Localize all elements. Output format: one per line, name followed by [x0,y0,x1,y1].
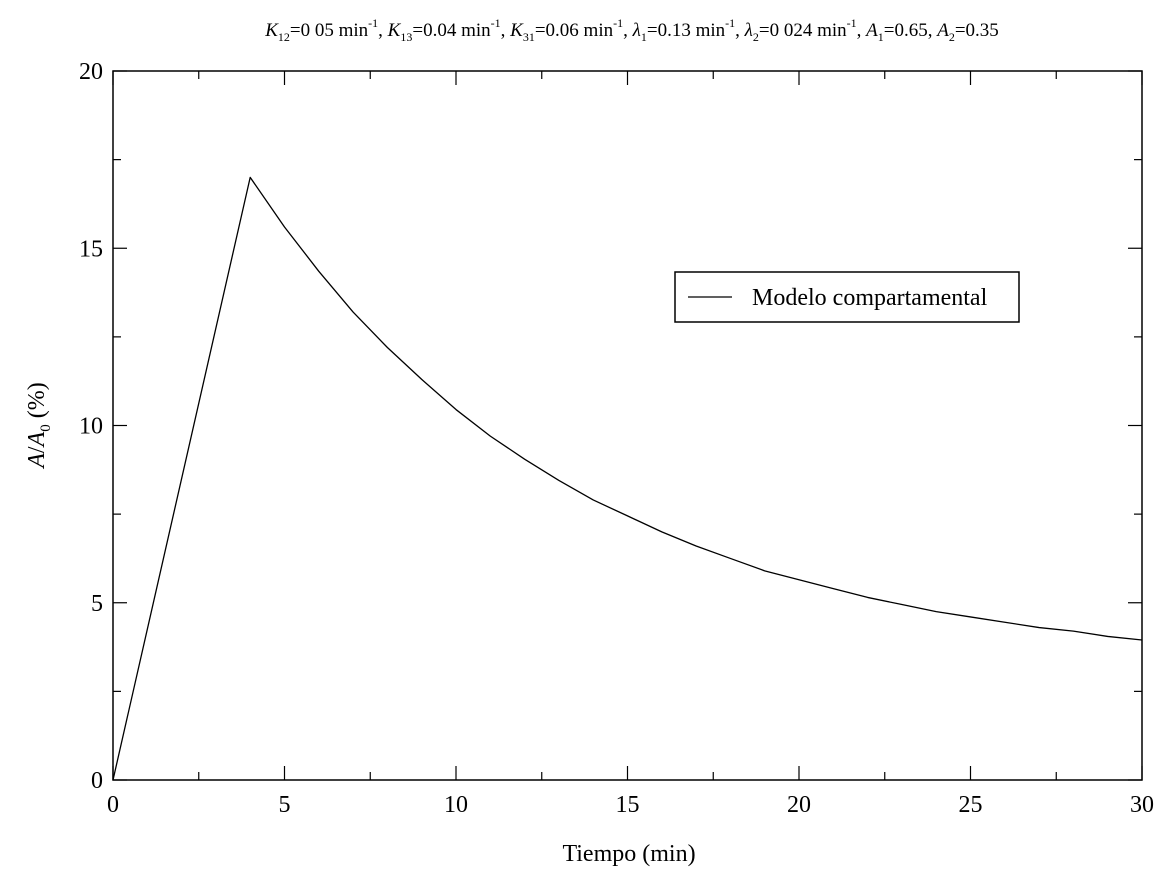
x-tick-label: 0 [107,792,119,818]
x-tick-label: 10 [444,792,468,818]
y-tick-label: 20 [79,59,103,85]
series-group [112,176,1143,781]
y-tick-label: 0 [91,768,103,794]
y-tick-label: 10 [79,414,103,440]
x-tick-labels: 0 5 10 15 20 25 30 [107,792,1154,818]
x-tick-label: 15 [616,792,640,818]
x-tick-label: 30 [1130,792,1154,818]
y-tick-label: 15 [79,236,103,262]
x-tick-label: 5 [279,792,291,818]
y-axis-label: A/A0 (%) [24,382,54,470]
y-tick-label: 5 [91,591,103,617]
legend: Modelo compartamental [674,271,1020,323]
chart-title: K12=0 05 min-1, K13=0.04 min-1, K31=0.06… [264,16,999,44]
series-line-0 [112,176,1143,781]
y-tick-labels: 0 5 10 15 20 [79,59,103,794]
legend-label: Modelo compartamental [752,285,988,311]
tick-marks [112,70,1143,781]
x-tick-label: 20 [787,792,811,818]
x-axis-label: Tiempo (min) [562,841,695,867]
plot-frame [112,70,1143,781]
legend-box [674,271,1020,323]
x-tick-label: 25 [959,792,983,818]
